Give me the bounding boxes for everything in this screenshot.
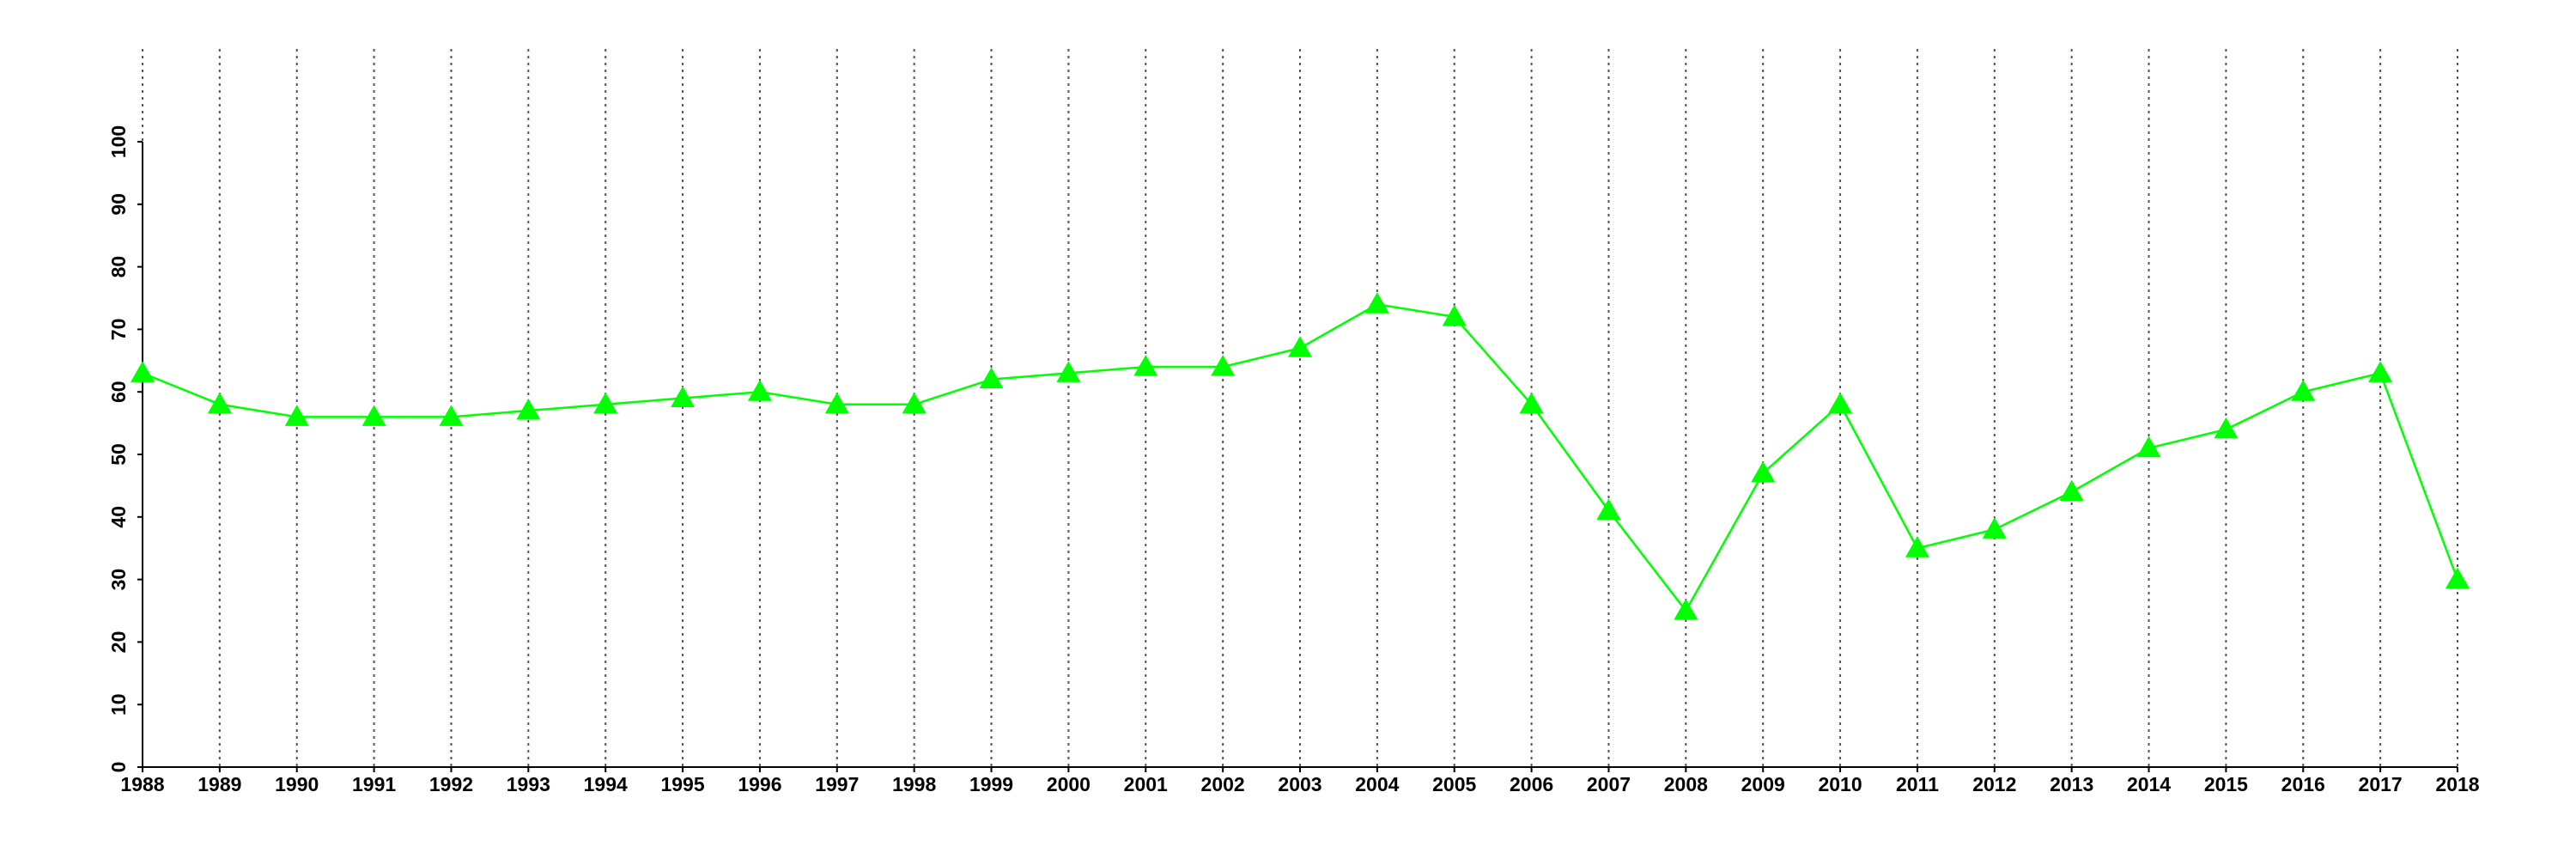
x-tick-label: 2015	[2204, 773, 2248, 795]
x-tick-label: 1992	[429, 773, 473, 795]
y-tick-label: 70	[107, 319, 130, 341]
marker	[2136, 436, 2161, 458]
marker	[2291, 380, 2316, 401]
x-tick-label: 2002	[1201, 773, 1245, 795]
y-tick-label: 10	[107, 693, 130, 716]
marker	[1596, 498, 1621, 521]
marker	[439, 405, 464, 426]
marker	[207, 392, 232, 414]
marker	[2214, 417, 2239, 439]
x-tick-label: 2017	[2359, 773, 2403, 795]
marker	[979, 367, 1004, 389]
marker	[2445, 567, 2470, 589]
x-tick-label: 1995	[660, 773, 704, 795]
y-tick-label: 20	[107, 631, 130, 654]
x-tick-label: 1997	[815, 773, 859, 795]
y-tick-label: 0	[107, 762, 130, 773]
y-tick-label: 90	[107, 193, 130, 216]
y-tick-label: 80	[107, 256, 130, 278]
marker	[2059, 479, 2084, 502]
marker	[1288, 336, 1312, 357]
marker	[1828, 392, 1853, 414]
marker	[1674, 599, 1698, 620]
x-tick-label: 1993	[507, 773, 550, 795]
x-tick-label: 1998	[892, 773, 936, 795]
marker	[284, 405, 309, 426]
marker	[1364, 292, 1389, 314]
x-tick-label: 1989	[197, 773, 241, 795]
x-tick-label: 2006	[1510, 773, 1553, 795]
y-tick-label: 40	[107, 506, 130, 528]
x-tick-label: 1990	[275, 773, 319, 795]
x-tick-label: 2004	[1355, 773, 1399, 795]
x-tick-label: 2008	[1664, 773, 1708, 795]
marker	[593, 392, 618, 414]
x-tick-label: 1988	[120, 773, 164, 795]
marker	[1519, 392, 1544, 414]
x-tick-label: 2005	[1432, 773, 1476, 795]
marker	[1982, 517, 2007, 539]
marker	[747, 380, 772, 401]
marker	[902, 392, 927, 414]
marker	[1442, 304, 1467, 326]
x-tick-label: 2000	[1047, 773, 1091, 795]
x-tick-label: 2018	[2435, 773, 2479, 795]
y-tick-label: 100	[107, 125, 130, 158]
x-tick-label: 2007	[1587, 773, 1631, 795]
marker	[1751, 460, 1776, 483]
x-tick-label: 2014	[2127, 773, 2171, 795]
y-tick-label: 30	[107, 569, 130, 591]
marker	[824, 392, 849, 414]
x-tick-label: 2011	[1896, 773, 1939, 795]
y-tick-label: 60	[107, 381, 130, 403]
x-tick-label: 2009	[1741, 773, 1785, 795]
marker	[516, 399, 541, 420]
marker	[1133, 355, 1158, 376]
x-tick-label: 2016	[2281, 773, 2325, 795]
marker	[131, 361, 155, 382]
marker	[2368, 361, 2393, 382]
marker	[361, 405, 386, 426]
y-tick-label: 50	[107, 443, 130, 466]
marker	[1211, 355, 1236, 376]
x-tick-label: 2012	[1972, 773, 2016, 795]
marker	[671, 386, 696, 407]
marker	[1056, 361, 1081, 382]
x-tick-label: 2001	[1124, 773, 1168, 795]
x-tick-label: 1999	[969, 773, 1013, 795]
x-tick-label: 2003	[1278, 773, 1321, 795]
x-tick-label: 1991	[352, 773, 396, 795]
x-tick-label: 2010	[1818, 773, 1862, 795]
x-tick-label: 1996	[738, 773, 781, 795]
x-tick-label: 2013	[2050, 773, 2093, 795]
x-tick-label: 1994	[584, 773, 628, 795]
marker	[1905, 536, 1929, 557]
